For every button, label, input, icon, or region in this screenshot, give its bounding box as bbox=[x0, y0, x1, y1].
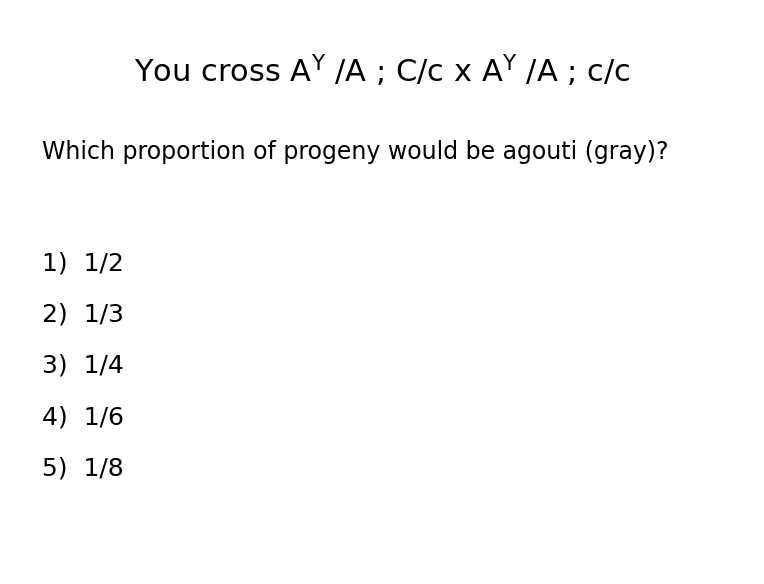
Text: 2)  1/3: 2) 1/3 bbox=[42, 303, 124, 326]
Text: 5)  1/8: 5) 1/8 bbox=[42, 457, 124, 481]
Text: You cross $\mathregular{A^Y}$ /A ; C/c x $\mathregular{A^Y}$ /A ; c/c: You cross $\mathregular{A^Y}$ /A ; C/c x… bbox=[134, 53, 630, 89]
Text: 1)  1/2: 1) 1/2 bbox=[42, 251, 124, 275]
Text: 3)  1/4: 3) 1/4 bbox=[42, 354, 124, 378]
Text: Which proportion of progeny would be agouti (gray)?: Which proportion of progeny would be ago… bbox=[42, 140, 668, 164]
Text: 4)  1/6: 4) 1/6 bbox=[42, 405, 124, 429]
